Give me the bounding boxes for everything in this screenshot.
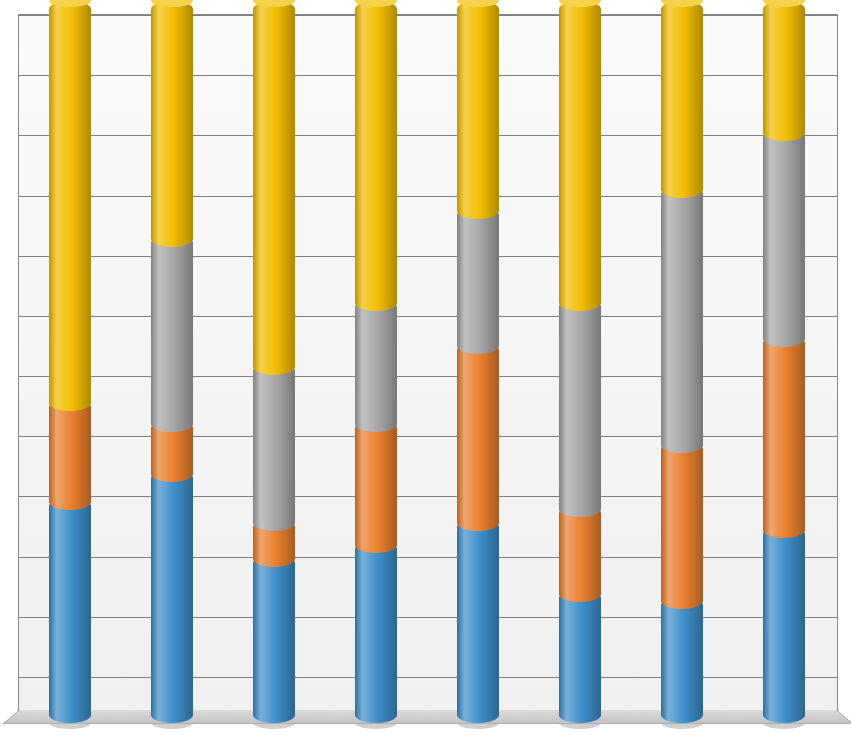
bar-c2 [151,13,193,723]
bar-c6 [559,13,601,723]
segment-series-2 [457,342,499,532]
segment-cap [253,0,295,7]
segment-series-1 [763,526,805,723]
segment-series-4 [49,1,91,411]
segment-series-2 [661,441,703,609]
segment-series-4 [559,1,601,311]
bars-layer [19,15,837,723]
segment-cap [763,0,805,7]
bar-c3 [253,13,295,723]
segment-series-1 [253,555,295,723]
bar-c5 [457,13,499,723]
bar-c7 [661,13,703,723]
bar-c1 [49,13,91,723]
segment-series-1 [559,590,601,723]
bar-c4 [355,13,397,723]
stacked-bar-chart [0,0,851,745]
segment-cap [151,0,193,7]
segment-series-1 [661,597,703,723]
segment-series-4 [151,1,193,247]
bar-c8 [763,13,805,723]
segment-series-2 [559,505,601,602]
segment-series-1 [151,470,193,723]
segment-cap [457,0,499,7]
segment-series-3 [457,207,499,354]
segment-series-3 [253,363,295,531]
segment-series-1 [355,541,397,723]
segment-cap [661,0,703,7]
segment-series-3 [355,299,397,432]
segment-cap [49,0,91,7]
segment-series-1 [457,519,499,723]
segment-series-1 [49,498,91,723]
segment-cap [559,0,601,7]
segment-series-4 [763,1,805,141]
segment-series-3 [559,299,601,517]
segment-series-4 [457,1,499,219]
segment-series-3 [763,129,805,347]
plot-area [18,14,838,724]
segment-series-2 [763,335,805,539]
segment-series-2 [49,399,91,510]
segment-series-4 [355,1,397,311]
segment-series-3 [151,235,193,432]
segment-cap [355,0,397,7]
segment-series-4 [661,1,703,198]
segment-series-3 [661,186,703,454]
segment-series-4 [253,1,295,375]
segment-series-2 [355,420,397,553]
chart-floor [2,710,851,724]
